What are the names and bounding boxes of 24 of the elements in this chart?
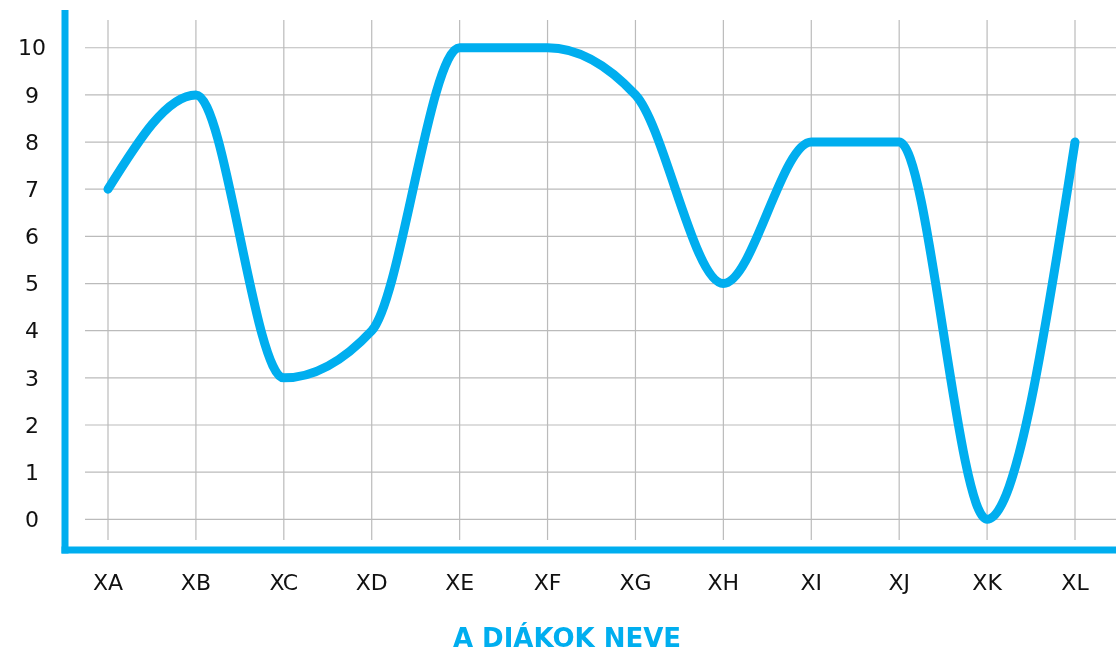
x-tick-label: XL — [1061, 570, 1090, 595]
y-tick-label: 8 — [25, 129, 39, 155]
y-tick-label: 6 — [25, 224, 39, 250]
y-tick-label: 0 — [25, 507, 39, 533]
x-tick-label: XK — [972, 570, 1003, 595]
x-tick-label: XD — [355, 570, 388, 595]
x-tick-label: XI — [800, 570, 823, 595]
x-tick-label: XE — [445, 570, 475, 595]
x-tick-label: XH — [707, 570, 740, 595]
x-tick-label: XF — [533, 570, 562, 595]
y-tick-label: 9 — [25, 82, 39, 108]
y-tick-label: 3 — [25, 365, 39, 391]
y-tick-label: 7 — [25, 176, 39, 202]
x-axis-title: A DIÁKOK NEVE — [452, 622, 682, 653]
x-tick-label: XB — [180, 570, 211, 595]
y-tick-label: 10 — [18, 35, 46, 61]
y-tick-label: 2 — [25, 412, 39, 438]
y-tick-label: 1 — [25, 459, 39, 485]
x-tick-label: XG — [619, 570, 652, 595]
x-tick-label: XJ — [888, 570, 910, 595]
x-tick-label: XA — [92, 570, 124, 595]
y-tick-label: 4 — [25, 318, 39, 344]
y-tick-label: 5 — [25, 271, 39, 297]
x-tick-label: XC — [269, 570, 299, 595]
